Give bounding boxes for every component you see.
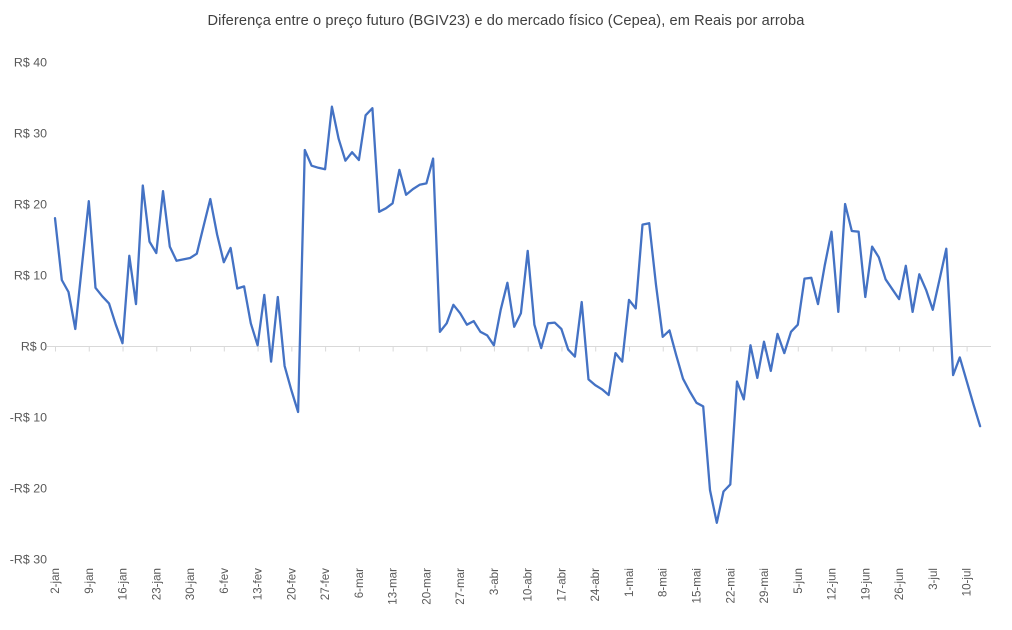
y-axis-tick-label: -R$ 20	[10, 482, 47, 496]
x-axis-tick-label: 1-mai	[623, 568, 636, 597]
y-axis-tick-label: R$ 0	[21, 340, 47, 354]
x-axis-tick-label: 26-jun	[893, 568, 906, 600]
chart-title: Diferença entre o preço futuro (BGIV23) …	[207, 13, 805, 29]
y-axis-tick-label: -R$ 30	[10, 553, 47, 567]
x-axis-tick-label: 29-mai	[758, 568, 771, 603]
x-axis-tick-label: 15-mai	[690, 568, 703, 603]
x-axis-tick-label: 16-jan	[117, 568, 130, 600]
y-axis-tick-label: R$ 40	[14, 56, 47, 70]
x-axis-tick-label: 3-abr	[488, 568, 501, 595]
x-axis-tick-label: 17-abr	[555, 568, 568, 602]
x-axis-tick-label: 13-mar	[387, 568, 400, 605]
y-axis-tick-label: R$ 10	[14, 269, 47, 283]
x-axis-tick-label: 27-fev	[319, 568, 332, 600]
price-difference-line	[53, 105, 982, 524]
x-axis-tick-label: 6-fev	[218, 568, 231, 594]
x-axis-tick-label: 12-jun	[826, 568, 839, 600]
x-axis-tick-label: 10-abr	[522, 568, 535, 602]
x-axis-tick-label: 6-mar	[353, 568, 366, 598]
x-axis-tick-label: 22-mai	[724, 568, 737, 603]
x-axis-tick-label: 9-jan	[83, 568, 96, 594]
x-axis-tick-label: 20-fev	[285, 568, 298, 600]
x-axis-tick-label: 5-jun	[792, 568, 805, 594]
x-axis-tick-label: 8-mai	[657, 568, 670, 597]
x-axis-tick-label: 20-mar	[420, 568, 433, 605]
x-axis-tick-label: 24-abr	[589, 568, 602, 602]
x-axis-tick-label: 30-jan	[184, 568, 197, 600]
x-axis-tick-label: 3-jul	[927, 568, 940, 590]
x-axis-tick-label: 13-fev	[252, 568, 265, 600]
x-axis-tick-label: 19-jun	[859, 568, 872, 600]
y-axis-tick-label: -R$ 10	[10, 411, 47, 425]
x-axis-tick-label: 10-jul	[961, 568, 974, 596]
x-axis-tick-label: 23-jan	[150, 568, 163, 600]
x-axis-tick-label: 27-mar	[454, 568, 467, 605]
x-axis-tick-label: 2-jan	[49, 568, 62, 594]
y-axis-tick-label: R$ 30	[14, 127, 47, 141]
y-axis-tick-label: R$ 20	[14, 198, 47, 212]
